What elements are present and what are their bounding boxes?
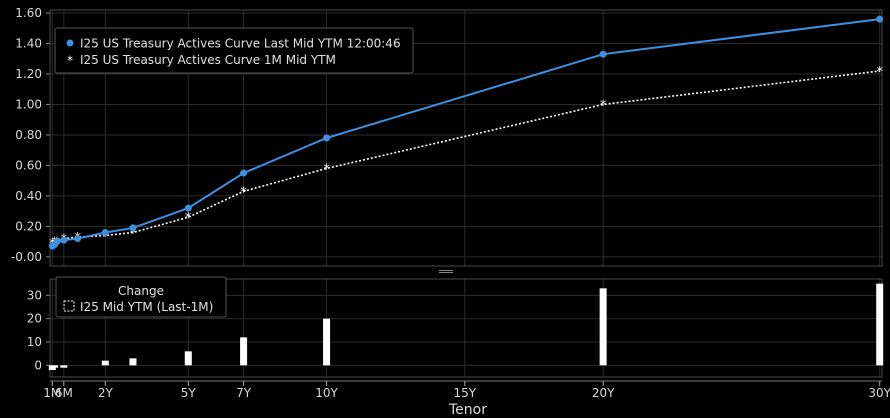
upper-y-tick-label: 1.00 (15, 97, 42, 111)
upper-legend-box (54, 27, 414, 74)
legend-dot-icon (66, 39, 74, 47)
x-tick-label: 30Y (868, 386, 890, 400)
change-bar (599, 288, 607, 366)
x-tick-label: 15Y (454, 386, 477, 400)
x-tick-label: 10Y (315, 386, 338, 400)
lower-legend-box (55, 276, 227, 318)
change-bar (240, 337, 248, 366)
upper-y-tick-label: 0.20 (15, 219, 42, 233)
series-last-dot-marker (240, 169, 248, 177)
lower-y-tick-labels: 0 10 20 30 (27, 288, 42, 372)
lower-y-tick-label: 0 (34, 358, 42, 372)
upper-y-tick-labels: -0.00 0.20 0.40 0.60 0.80 1.00 1.20 1.40 1.60 (11, 6, 42, 264)
change-bars (48, 283, 884, 370)
legend-star-icon: * (67, 54, 73, 68)
series-1m-star-marker: * (102, 230, 109, 245)
change-bar (876, 283, 884, 366)
lower-y-tick-label: 30 (27, 288, 42, 302)
series-1m-star-marker: * (130, 226, 137, 241)
x-tick-label: 1M (43, 386, 61, 400)
upper-panel-frame (49, 9, 883, 267)
series-last-dot-marker (876, 15, 884, 23)
x-tick-label: 6M (55, 386, 73, 400)
series-last-dot-marker (323, 134, 331, 142)
series-1m-star-marker: * (876, 65, 883, 80)
series-1m-star-marker: * (600, 98, 607, 113)
lower-y-tick-label: 20 (27, 312, 42, 326)
upper-y-tick-label: 1.60 (15, 6, 42, 20)
series-last-dot-marker (101, 228, 109, 236)
series-1m-star-marker: * (240, 185, 247, 200)
splitter-handle[interactable] (439, 270, 453, 273)
series-last-dot-marker (129, 224, 137, 232)
series-last (48, 15, 884, 250)
series-last-dot-marker (184, 204, 192, 212)
legend-last-label: I25 US Treasury Actives Curve Last Mid Y… (80, 37, 401, 51)
change-title: Change (118, 284, 164, 298)
upper-legend[interactable]: I25 US Treasury Actives Curve Last Mid Y… (54, 27, 414, 74)
change-bar (60, 365, 68, 368)
lower-y-tick-label: 10 (27, 335, 42, 349)
legend-1m-label: I25 US Treasury Actives Curve 1M Mid YTM (80, 53, 336, 67)
upper-y-tick-label: 1.20 (15, 67, 42, 81)
series-last-dot-marker (599, 50, 607, 58)
series-last-dot-marker (74, 235, 82, 243)
change-bar (184, 351, 192, 366)
legend-swatch-icon (63, 300, 75, 312)
change-bar (323, 318, 331, 366)
series-last-dot-marker (60, 236, 68, 244)
upper-y-tick-label: 0.40 (15, 189, 42, 203)
series-last-dot-marker (53, 238, 61, 246)
x-tick-label: 5Y (181, 386, 197, 400)
series-1m-star-marker: * (185, 211, 192, 226)
series-1m-star-marker: * (323, 162, 330, 177)
x-tick-label: 2Y (98, 386, 114, 400)
x-axis-title: Tenor (448, 402, 487, 418)
upper-y-tick-label: -0.00 (11, 250, 42, 264)
change-bar (51, 365, 59, 368)
legend-change-label: I25 Mid YTM (Last-1M) (80, 300, 213, 314)
upper-y-tick-label: 0.60 (15, 158, 42, 172)
x-tick-label: 7Y (236, 386, 252, 400)
change-bar (129, 358, 137, 366)
change-bar (101, 360, 109, 366)
upper-y-tick-label: 1.40 (15, 37, 42, 51)
lower-legend[interactable]: Change I25 Mid YTM (Last-1M) (55, 276, 227, 318)
upper-y-tick-label: 0.80 (15, 128, 42, 142)
x-tick-label: 20Y (592, 386, 615, 400)
